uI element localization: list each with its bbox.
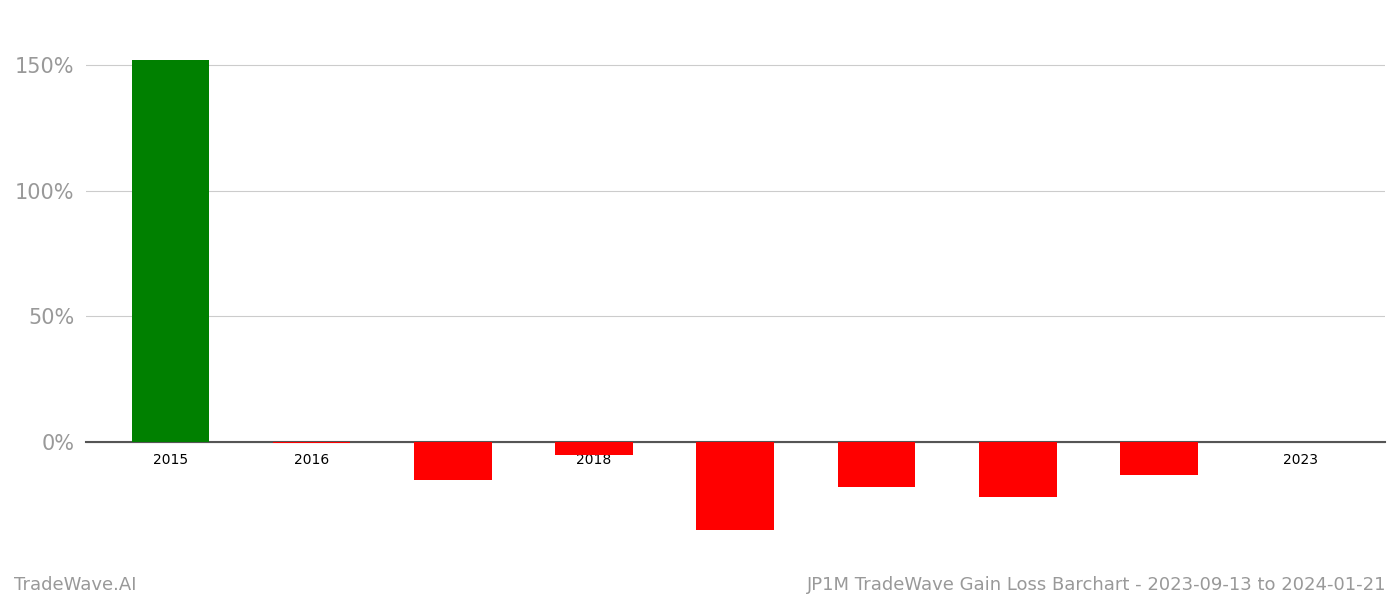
Bar [414,442,491,479]
Bar [979,442,1057,497]
Text: JP1M TradeWave Gain Loss Barchart - 2023-09-13 to 2024-01-21: JP1M TradeWave Gain Loss Barchart - 2023… [806,576,1386,594]
Bar [273,442,350,443]
Bar [556,442,633,455]
Bar [837,442,916,487]
Bar [1120,442,1198,475]
Bar [132,60,209,442]
Bar [696,442,774,530]
Text: TradeWave.AI: TradeWave.AI [14,576,137,594]
